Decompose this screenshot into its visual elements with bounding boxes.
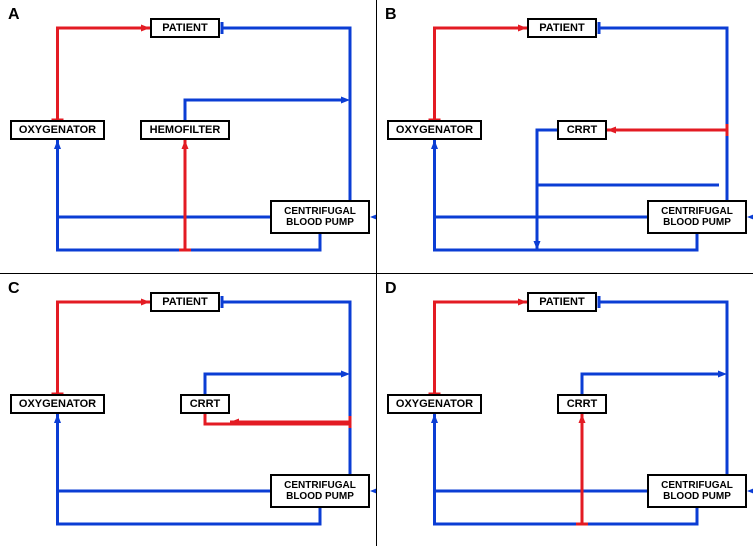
panel-label-d: D — [385, 280, 397, 298]
panel-b: B PATIENT OXYGENATOR CENTRIFUGAL BLOOD PUM… — [377, 0, 753, 273]
figure-canvas: { "figure": { "width": 753, "height": 54… — [0, 0, 753, 546]
crrt-node: CRRT — [557, 394, 607, 414]
crrt-node: CRRT — [180, 394, 230, 414]
patient-node: PATIENT — [527, 18, 597, 38]
patient-node: PATIENT — [527, 292, 597, 312]
oxygenator-node: OXYGENATOR — [10, 120, 105, 140]
oxygenator-node: OXYGENATOR — [387, 394, 482, 414]
oxygenator-node: OXYGENATOR — [10, 394, 105, 414]
pump-node: CENTRIFUGAL BLOOD PUMP — [647, 474, 747, 508]
pump-node: CENTRIFUGAL BLOOD PUMP — [647, 200, 747, 234]
crrt-node: CRRT — [557, 120, 607, 140]
panel-label-c: C — [8, 280, 20, 298]
patient-node: PATIENT — [150, 292, 220, 312]
panel-d: D PATIENT OXYGENATOR CENTRIFUGAL BLOOD PUM… — [377, 274, 753, 547]
panel-a: A PATIENT OXYGENATOR CENTRIFUGAL BLOOD PUM… — [0, 0, 376, 273]
oxygenator-node: OXYGENATOR — [387, 120, 482, 140]
hemofilter-node: HEMOFILTER — [140, 120, 230, 140]
panel-label-b: B — [385, 6, 397, 24]
patient-node: PATIENT — [150, 18, 220, 38]
pump-node: CENTRIFUGAL BLOOD PUMP — [270, 200, 370, 234]
panel-c: C PATIENT OXYGENATOR CENTRIFUGAL BLOOD PUM… — [0, 274, 376, 547]
pump-node: CENTRIFUGAL BLOOD PUMP — [270, 474, 370, 508]
panel-label-a: A — [8, 6, 20, 24]
